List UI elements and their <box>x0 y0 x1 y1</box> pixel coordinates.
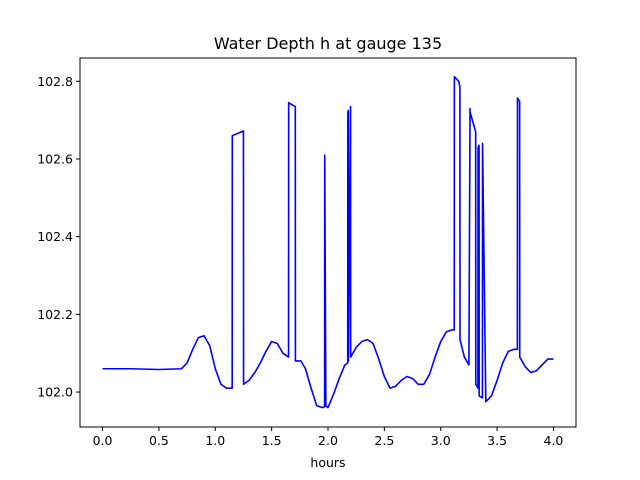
y-tick-label: 102.4 <box>37 229 73 244</box>
chart-title: Water Depth h at gauge 135 <box>214 34 442 53</box>
x-tick-label: 2.5 <box>374 433 394 448</box>
y-tick-label: 102.0 <box>37 385 73 400</box>
x-tick-label: 0.5 <box>149 433 169 448</box>
water-depth-series-line <box>102 75 554 409</box>
x-tick-label: 3.0 <box>431 433 451 448</box>
y-tick-label: 102.6 <box>37 151 73 166</box>
y-axis: 102.0 102.2 102.4 102.6 102.8 <box>37 74 80 400</box>
x-axis: 0.0 0.5 1.0 1.5 2.0 2.5 3.0 3.5 4.0 <box>93 427 564 448</box>
x-tick-label: 0.0 <box>93 433 113 448</box>
x-tick-label: 1.5 <box>262 433 282 448</box>
x-tick-label: 4.0 <box>544 433 564 448</box>
x-tick-label: 1.0 <box>205 433 225 448</box>
x-axis-label: hours <box>310 455 345 470</box>
x-tick-label: 3.5 <box>487 433 507 448</box>
y-tick-label: 102.2 <box>37 307 73 322</box>
x-tick-label: 2.0 <box>318 433 338 448</box>
y-tick-label: 102.8 <box>37 74 73 89</box>
